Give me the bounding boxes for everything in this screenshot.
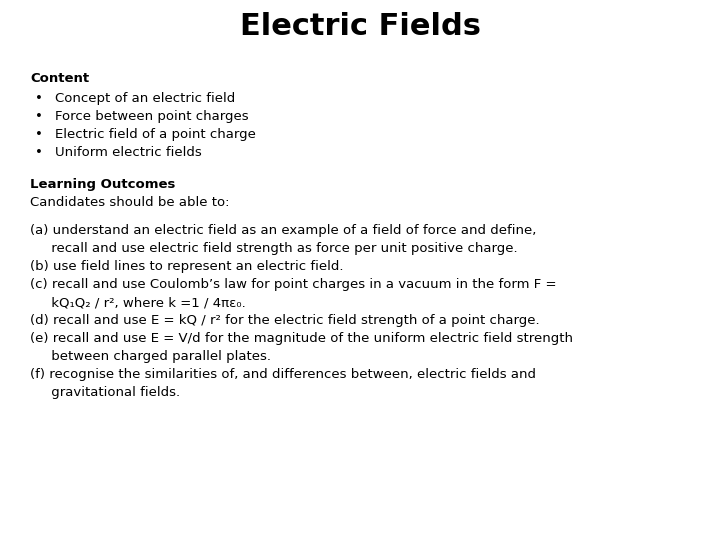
Text: gravitational fields.: gravitational fields. bbox=[30, 386, 180, 399]
Text: Learning Outcomes: Learning Outcomes bbox=[30, 178, 176, 191]
Text: •: • bbox=[35, 128, 43, 141]
Text: Content: Content bbox=[30, 72, 89, 85]
Text: •: • bbox=[35, 146, 43, 159]
Text: Electric Fields: Electric Fields bbox=[240, 12, 480, 41]
Text: (f) recognise the similarities of, and differences between, electric fields and: (f) recognise the similarities of, and d… bbox=[30, 368, 536, 381]
Text: •: • bbox=[35, 92, 43, 105]
Text: Electric field of a point charge: Electric field of a point charge bbox=[55, 128, 256, 141]
Text: •: • bbox=[35, 110, 43, 123]
Text: (a) understand an electric field as an example of a field of force and define,: (a) understand an electric field as an e… bbox=[30, 224, 536, 237]
Text: Concept of an electric field: Concept of an electric field bbox=[55, 92, 235, 105]
Text: (e) recall and use E = V/d for the magnitude of the uniform electric field stren: (e) recall and use E = V/d for the magni… bbox=[30, 332, 573, 345]
Text: recall and use electric field strength as force per unit positive charge.: recall and use electric field strength a… bbox=[30, 242, 518, 255]
Text: Force between point charges: Force between point charges bbox=[55, 110, 248, 123]
Text: kQ₁Q₂ / r², where k =1 / 4πε₀.: kQ₁Q₂ / r², where k =1 / 4πε₀. bbox=[30, 296, 246, 309]
Text: (d) recall and use E = kQ / r² for the electric field strength of a point charge: (d) recall and use E = kQ / r² for the e… bbox=[30, 314, 539, 327]
Text: (c) recall and use Coulomb’s law for point charges in a vacuum in the form F =: (c) recall and use Coulomb’s law for poi… bbox=[30, 278, 557, 291]
Text: Candidates should be able to:: Candidates should be able to: bbox=[30, 196, 230, 209]
Text: Uniform electric fields: Uniform electric fields bbox=[55, 146, 202, 159]
Text: (b) use field lines to represent an electric field.: (b) use field lines to represent an elec… bbox=[30, 260, 343, 273]
Text: between charged parallel plates.: between charged parallel plates. bbox=[30, 350, 271, 363]
